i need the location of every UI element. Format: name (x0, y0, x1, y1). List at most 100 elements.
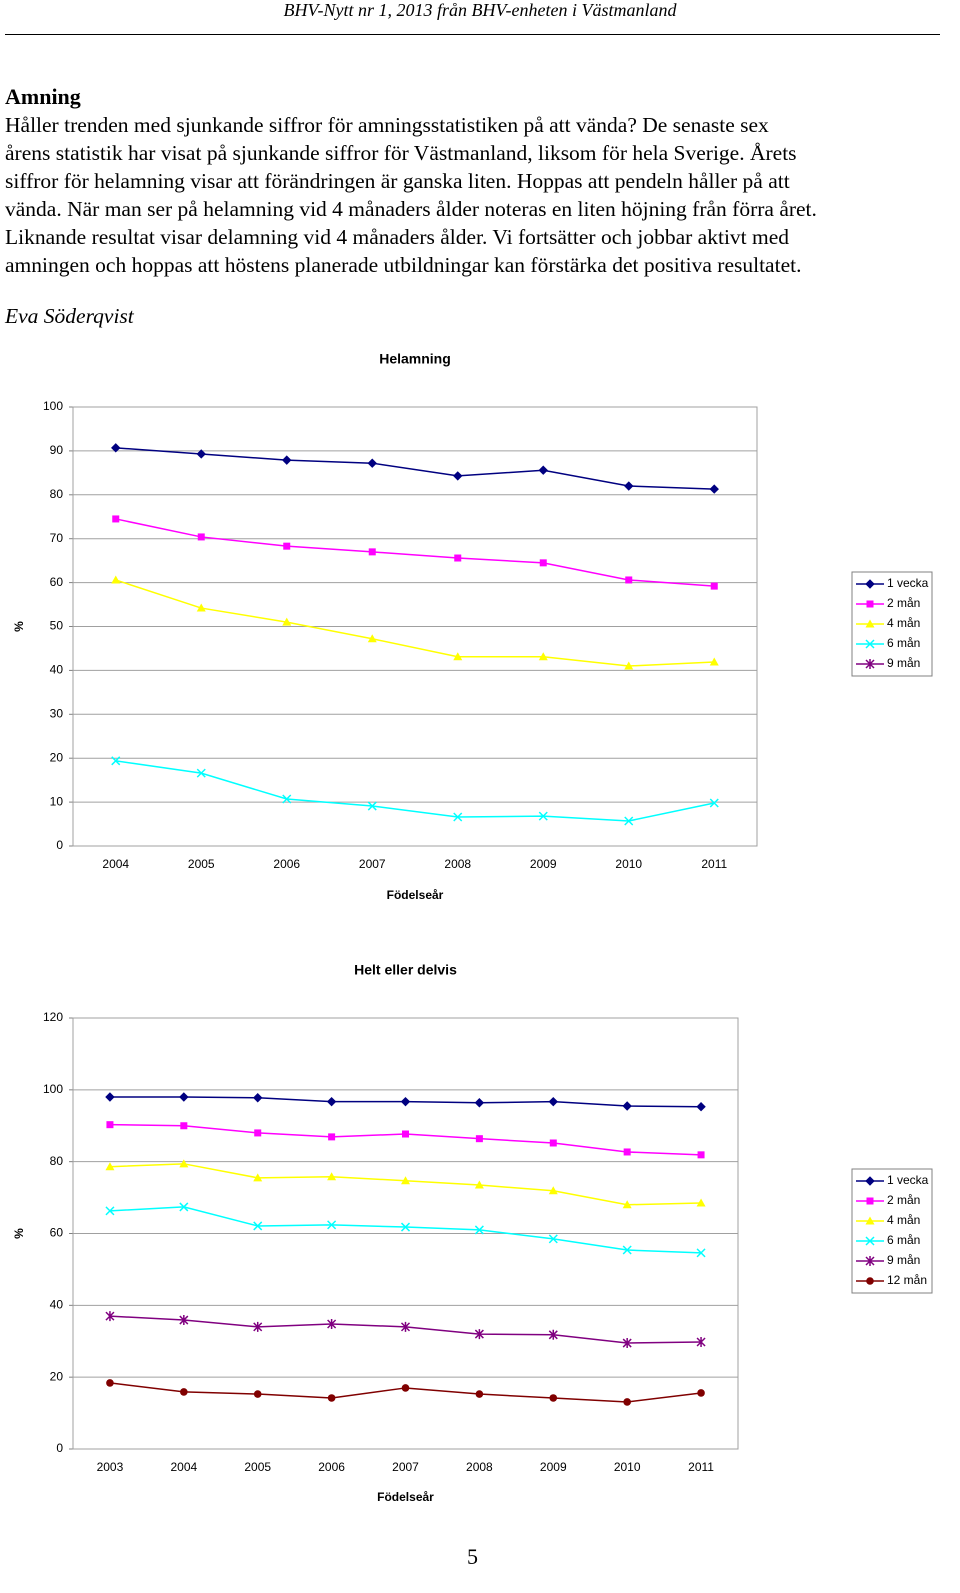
data-point (548, 1329, 558, 1340)
legend-marker (865, 1176, 875, 1186)
legend-marker (865, 659, 875, 669)
article-line: årens statistik har visat på sjunkande s… (5, 141, 797, 165)
legend-label: 12 mån (887, 1273, 927, 1287)
data-point (622, 1338, 632, 1349)
x-tick-label: 2007 (392, 1460, 419, 1474)
data-point (253, 1173, 263, 1182)
plot-frame (72, 406, 758, 847)
data-point (474, 1329, 484, 1340)
x-tick-label: 2005 (188, 857, 215, 871)
x-tick-label: 2008 (466, 1460, 493, 1474)
data-point (179, 1159, 189, 1168)
data-point (453, 652, 463, 661)
data-point (368, 548, 376, 556)
series-line (115, 447, 715, 490)
chart-title: Helamning (379, 351, 451, 367)
x-tick-label: 2006 (273, 857, 300, 871)
data-point (253, 1321, 263, 1332)
data-point (282, 617, 292, 626)
x-tick-label: 2008 (444, 857, 471, 871)
data-point (549, 1394, 558, 1402)
y-tick-label: 60 (50, 575, 64, 589)
x-tick-label: 2006 (318, 1460, 345, 1474)
data-point (696, 1198, 706, 1207)
article-line: Liknande resultat visar delamning vid 4 … (5, 225, 790, 249)
y-axis-label: % (12, 1228, 26, 1239)
data-point (105, 1092, 115, 1102)
data-point (327, 1172, 337, 1181)
article-author: Eva Söderqvist (5, 304, 134, 328)
data-point (549, 1139, 557, 1147)
article-heading: Amning (5, 84, 81, 109)
data-point (327, 1394, 336, 1402)
data-point (548, 1186, 558, 1195)
y-tick-label: 40 (50, 663, 64, 677)
y-tick-label: 120 (43, 1010, 63, 1024)
x-axis-label: Födelseår (377, 1490, 434, 1504)
series-line (115, 579, 715, 667)
y-tick-label: 0 (56, 1441, 63, 1455)
legend-marker (865, 1216, 875, 1225)
legend-label: 2 mån (887, 596, 920, 610)
data-point (253, 1093, 263, 1103)
y-tick-label: 20 (50, 750, 64, 764)
y-tick-label: 100 (43, 1082, 63, 1096)
x-tick-label: 2010 (615, 857, 642, 871)
x-tick-label: 2009 (540, 1460, 567, 1474)
legend-marker (865, 639, 875, 649)
page-number: 5 (467, 1544, 478, 1569)
series-line (115, 760, 715, 822)
data-point (454, 554, 462, 562)
data-point (696, 1248, 706, 1258)
data-point (400, 1222, 411, 1232)
legend-label: 1 vecka (887, 1173, 929, 1187)
data-point (696, 1336, 706, 1347)
y-tick-label: 0 (56, 838, 63, 852)
data-point (625, 576, 633, 584)
y-tick-label: 20 (50, 1369, 64, 1383)
article-line: siffror för helamning visar att förändri… (5, 169, 790, 193)
y-tick-label: 50 (50, 619, 64, 633)
data-point (539, 559, 547, 567)
data-point (180, 1122, 188, 1130)
legend-label: 4 mån (887, 616, 920, 630)
legend-label: 1 vecka (887, 576, 929, 590)
y-tick-label: 90 (50, 443, 64, 457)
data-point (624, 816, 634, 826)
legend-marker (866, 1277, 874, 1285)
data-point (402, 1130, 409, 1138)
y-tick-label: 100 (43, 399, 63, 413)
data-point (326, 1096, 337, 1107)
data-point (401, 1384, 410, 1392)
x-tick-label: 2010 (614, 1460, 641, 1474)
x-tick-label: 2011 (701, 857, 727, 871)
data-point (538, 652, 548, 661)
data-point (475, 1135, 483, 1143)
legend-label: 6 mån (887, 636, 920, 650)
y-tick-label: 40 (50, 1298, 64, 1312)
data-point (105, 1162, 115, 1171)
plot-frame (72, 1017, 739, 1450)
legend-box (851, 1168, 933, 1294)
data-point (400, 1321, 411, 1332)
data-point (179, 1202, 189, 1212)
legend-label: 4 mån (887, 1213, 920, 1227)
header-rule (5, 34, 940, 35)
legend-label: 9 mån (887, 656, 920, 670)
x-tick-label: 2004 (170, 1460, 197, 1474)
header-title: BHV-Nytt nr 1, 2013 från BHV-enheten i V… (283, 0, 677, 20)
series-line (115, 518, 715, 587)
series-line (109, 1163, 702, 1206)
article-line: Håller trenden med sjunkande siffror för… (5, 113, 769, 137)
data-point (327, 1319, 337, 1330)
data-point (106, 1379, 114, 1387)
data-point (105, 1311, 115, 1322)
data-point (179, 1315, 189, 1326)
data-point (367, 801, 377, 811)
y-tick-label: 80 (50, 1154, 64, 1168)
legend-marker (865, 1256, 875, 1266)
data-point (709, 657, 719, 666)
data-point (624, 661, 634, 670)
data-point (474, 1098, 485, 1108)
